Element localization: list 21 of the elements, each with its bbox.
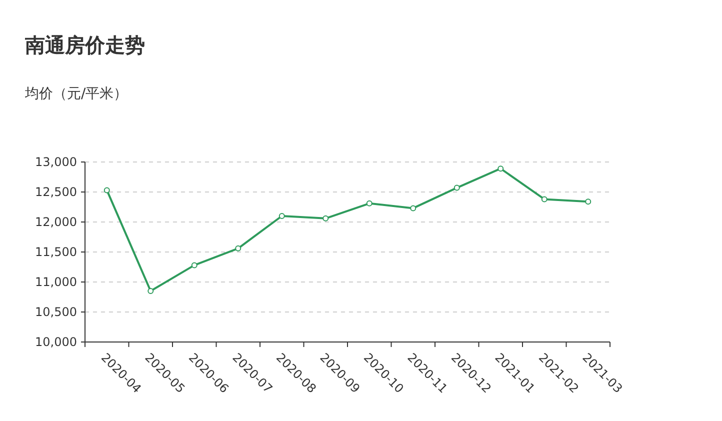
y-tick-label: 12,000 [35,215,77,229]
y-tick-label: 10,500 [35,305,77,319]
point [366,200,372,206]
chart-title: 南通房价走势 [24,33,145,57]
point [322,215,329,222]
point [235,245,242,252]
y-tick-label: 11,500 [35,245,77,259]
y-tick-label: 10,000 [35,335,77,349]
point [191,262,198,268]
point [541,196,548,202]
point [454,184,460,191]
point [104,187,110,194]
y-tick-label: 11,000 [35,275,77,289]
chart-subtitle: 均价（元/平米） [24,86,128,102]
point [498,166,504,172]
point [278,213,285,219]
y-tick-label: 13,000 [35,155,77,169]
point [410,205,416,212]
point [148,288,154,294]
point [585,198,592,205]
y-tick-label: 12,500 [35,185,77,199]
